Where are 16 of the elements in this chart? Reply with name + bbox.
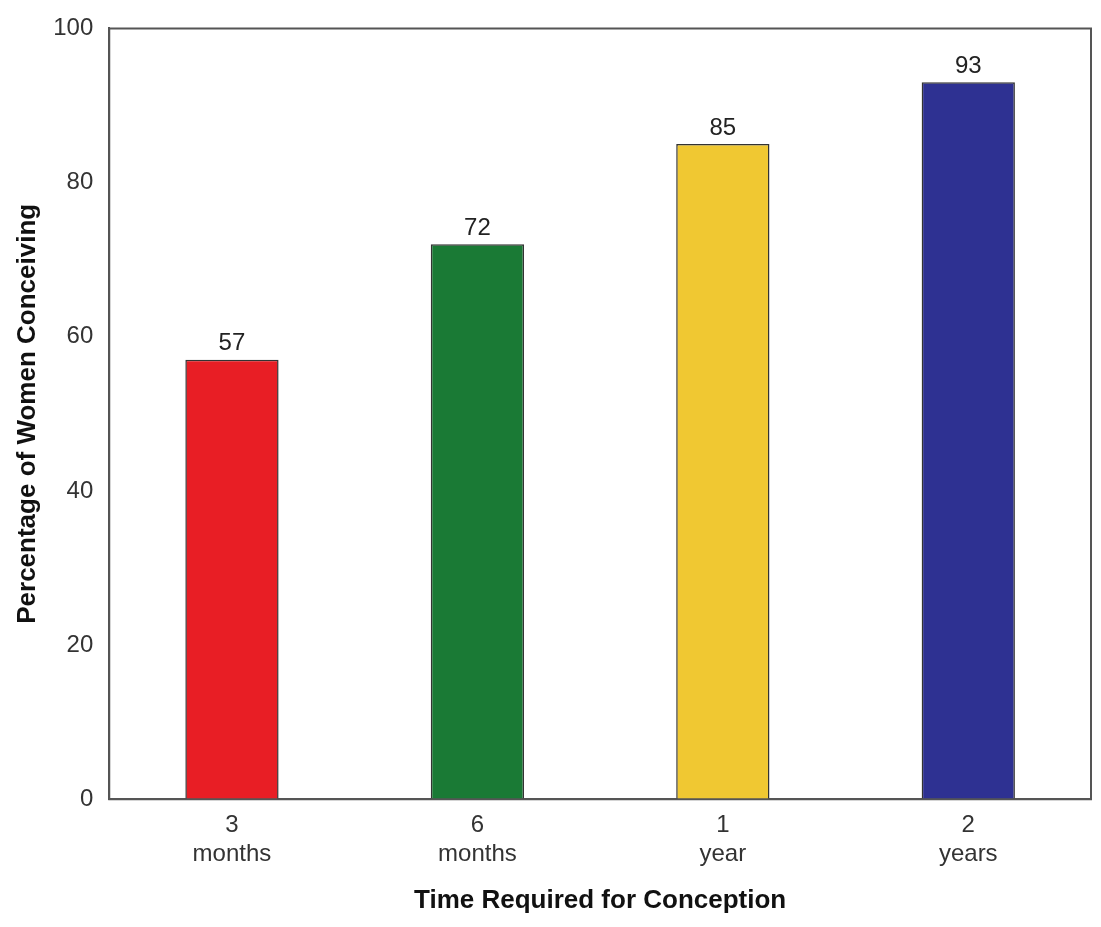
y-tick-label: 100 <box>53 13 94 41</box>
data-label: 85 <box>709 112 737 140</box>
x-axis-title: Time Required for Conception <box>414 883 787 914</box>
y-axis-title: Percentage of Women Conceiving <box>10 203 41 624</box>
x-tick-label: 3 months <box>192 810 272 867</box>
y-tick-label: 60 <box>66 321 94 349</box>
data-label: 93 <box>954 50 982 78</box>
data-label: 72 <box>464 212 491 240</box>
y-tick-label: 40 <box>66 475 94 503</box>
x-tick-label: 1 year <box>699 810 747 867</box>
y-tick-label: 20 <box>66 629 94 657</box>
y-tick-label: 0 <box>79 783 94 811</box>
x-tick-label: 6 months <box>438 810 517 867</box>
y-tick-label: 80 <box>66 167 94 195</box>
data-label: 57 <box>218 328 246 356</box>
x-tick-label: 2 years <box>938 810 998 867</box>
